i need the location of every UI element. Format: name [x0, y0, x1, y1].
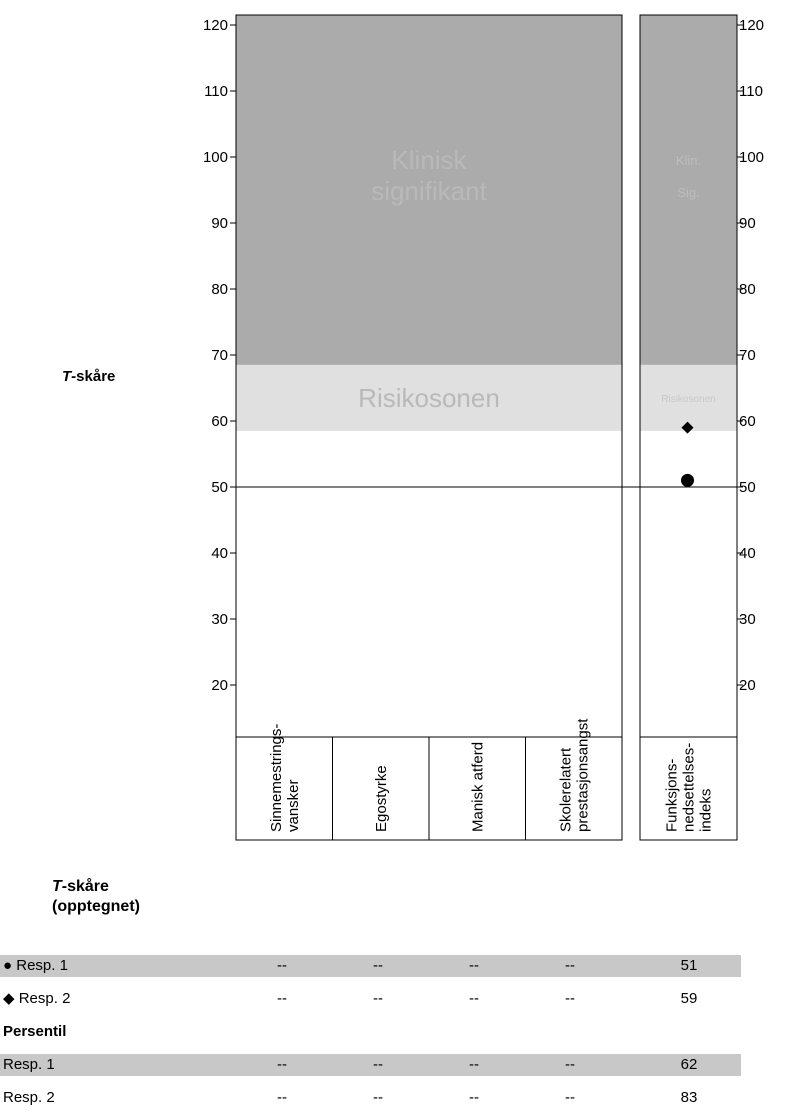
left-tick-label: 20 [211, 677, 228, 694]
table-row-tscore-resp2: ◆ Resp. 2 -- -- -- -- 59 [0, 988, 741, 1010]
index-scale-label: Funksjons-nedsettelses-indeks [664, 743, 715, 832]
cell: -- [469, 990, 479, 1007]
index-clinical-zone [640, 15, 737, 365]
cell: -- [565, 1056, 575, 1073]
right-tick-label: 100 [739, 149, 764, 166]
scale-label-text: Funksjons- [664, 759, 681, 832]
table-row-tscore-resp1: ● Resp. 1 -- -- -- -- 51 [0, 955, 741, 977]
index-plot-frame [639, 14, 738, 841]
left-tick-label: 50 [211, 479, 228, 496]
left-tick-label: 30 [211, 611, 228, 628]
cell: 51 [680, 957, 698, 974]
t-score-axis-label: T-skåre [62, 368, 116, 385]
index-risk-zone [640, 364, 737, 431]
right-tick-label: 80 [739, 281, 756, 298]
scale-label: Manisk atferd [469, 742, 486, 832]
table-row-percentile-resp2: Resp. 2 -- -- -- -- 83 [0, 1087, 741, 1109]
percentile-title: Persentil [3, 1023, 67, 1040]
right-tick-label: 60 [739, 413, 756, 430]
data-point-circle [681, 473, 694, 487]
scale-label-text: indeks [698, 789, 715, 832]
scale-label-text: nedsettelses- [681, 743, 698, 832]
right-tick-label: 120 [739, 17, 764, 34]
index-clinical-label: Sig. [677, 185, 699, 200]
row-label-resp1: Resp. 1 [3, 1056, 55, 1073]
right-tick-label: 90 [739, 215, 756, 232]
clinical-zone-label: signifikant [371, 176, 487, 206]
table-header-line2: (opptegnet) [52, 898, 140, 915]
scale-label-text: Manisk atferd [469, 742, 486, 832]
clinical-zone [236, 15, 622, 365]
cell: -- [469, 1056, 479, 1073]
cell: 59 [680, 990, 698, 1007]
scale-label: Egostyrke [373, 765, 390, 832]
left-tick-label: 70 [211, 347, 228, 364]
index-risk-label: Risikosonen [661, 394, 715, 405]
cell: -- [277, 1056, 287, 1073]
cell: -- [373, 957, 383, 974]
cell: -- [277, 957, 287, 974]
risk-zone-label: Risikosonen [358, 383, 500, 413]
scale-label-text: Egostyrke [373, 765, 390, 832]
row-label-resp2: ◆ Resp. 2 [3, 990, 71, 1007]
right-tick-label: 20 [739, 677, 756, 694]
cell: -- [565, 990, 575, 1007]
data-point-diamond [681, 421, 694, 434]
scale-label-text: Sinnemestrings- [268, 724, 285, 832]
left-tick-label: 110 [204, 83, 228, 100]
left-tick-label: 80 [211, 281, 228, 298]
cell: -- [277, 990, 287, 1007]
cell: -- [565, 1089, 575, 1106]
left-tick-label: 100 [203, 149, 228, 166]
right-tick-label: 30 [739, 611, 756, 628]
right-tick-label: 40 [739, 545, 756, 562]
cell: -- [277, 1089, 287, 1106]
right-tick-label: 110 [739, 83, 763, 100]
cell: -- [565, 957, 575, 974]
cell: 62 [680, 1056, 698, 1073]
clinical-zone-label: Klinisk [391, 145, 467, 175]
cell: 83 [680, 1089, 698, 1106]
cell: -- [373, 1056, 383, 1073]
right-tick-label: 50 [739, 479, 756, 496]
table-header-line1: T-skåre [52, 878, 109, 895]
left-tick-label: 120 [203, 17, 228, 34]
cell: -- [373, 990, 383, 1007]
right-tick-label: 70 [739, 347, 756, 364]
left-tick-label: 90 [211, 215, 228, 232]
row-label-resp2: Resp. 2 [3, 1089, 55, 1106]
cell: -- [469, 1089, 479, 1106]
left-tick-label: 40 [211, 545, 228, 562]
scale-label-text: prestasjonsangst [574, 718, 591, 832]
table-header: T-skåre (opptegnet) [52, 877, 140, 917]
scale-label-text: vansker [285, 779, 302, 832]
table-row-percentile-resp1: Resp. 1 -- -- -- -- 62 [0, 1054, 741, 1076]
left-tick-label: 60 [211, 413, 228, 430]
risk-zone [236, 364, 622, 431]
scale-label-text: Skolerelatert [557, 747, 574, 832]
scale-label: Sinnemestrings-vansker [268, 724, 302, 832]
index-clinical-label: Klin. [676, 153, 701, 168]
cell: -- [469, 957, 479, 974]
row-label-resp1: ● Resp. 1 [3, 957, 68, 974]
scale-label: Skolerelatert prestasjonsangst [557, 718, 591, 832]
cell: -- [373, 1089, 383, 1106]
